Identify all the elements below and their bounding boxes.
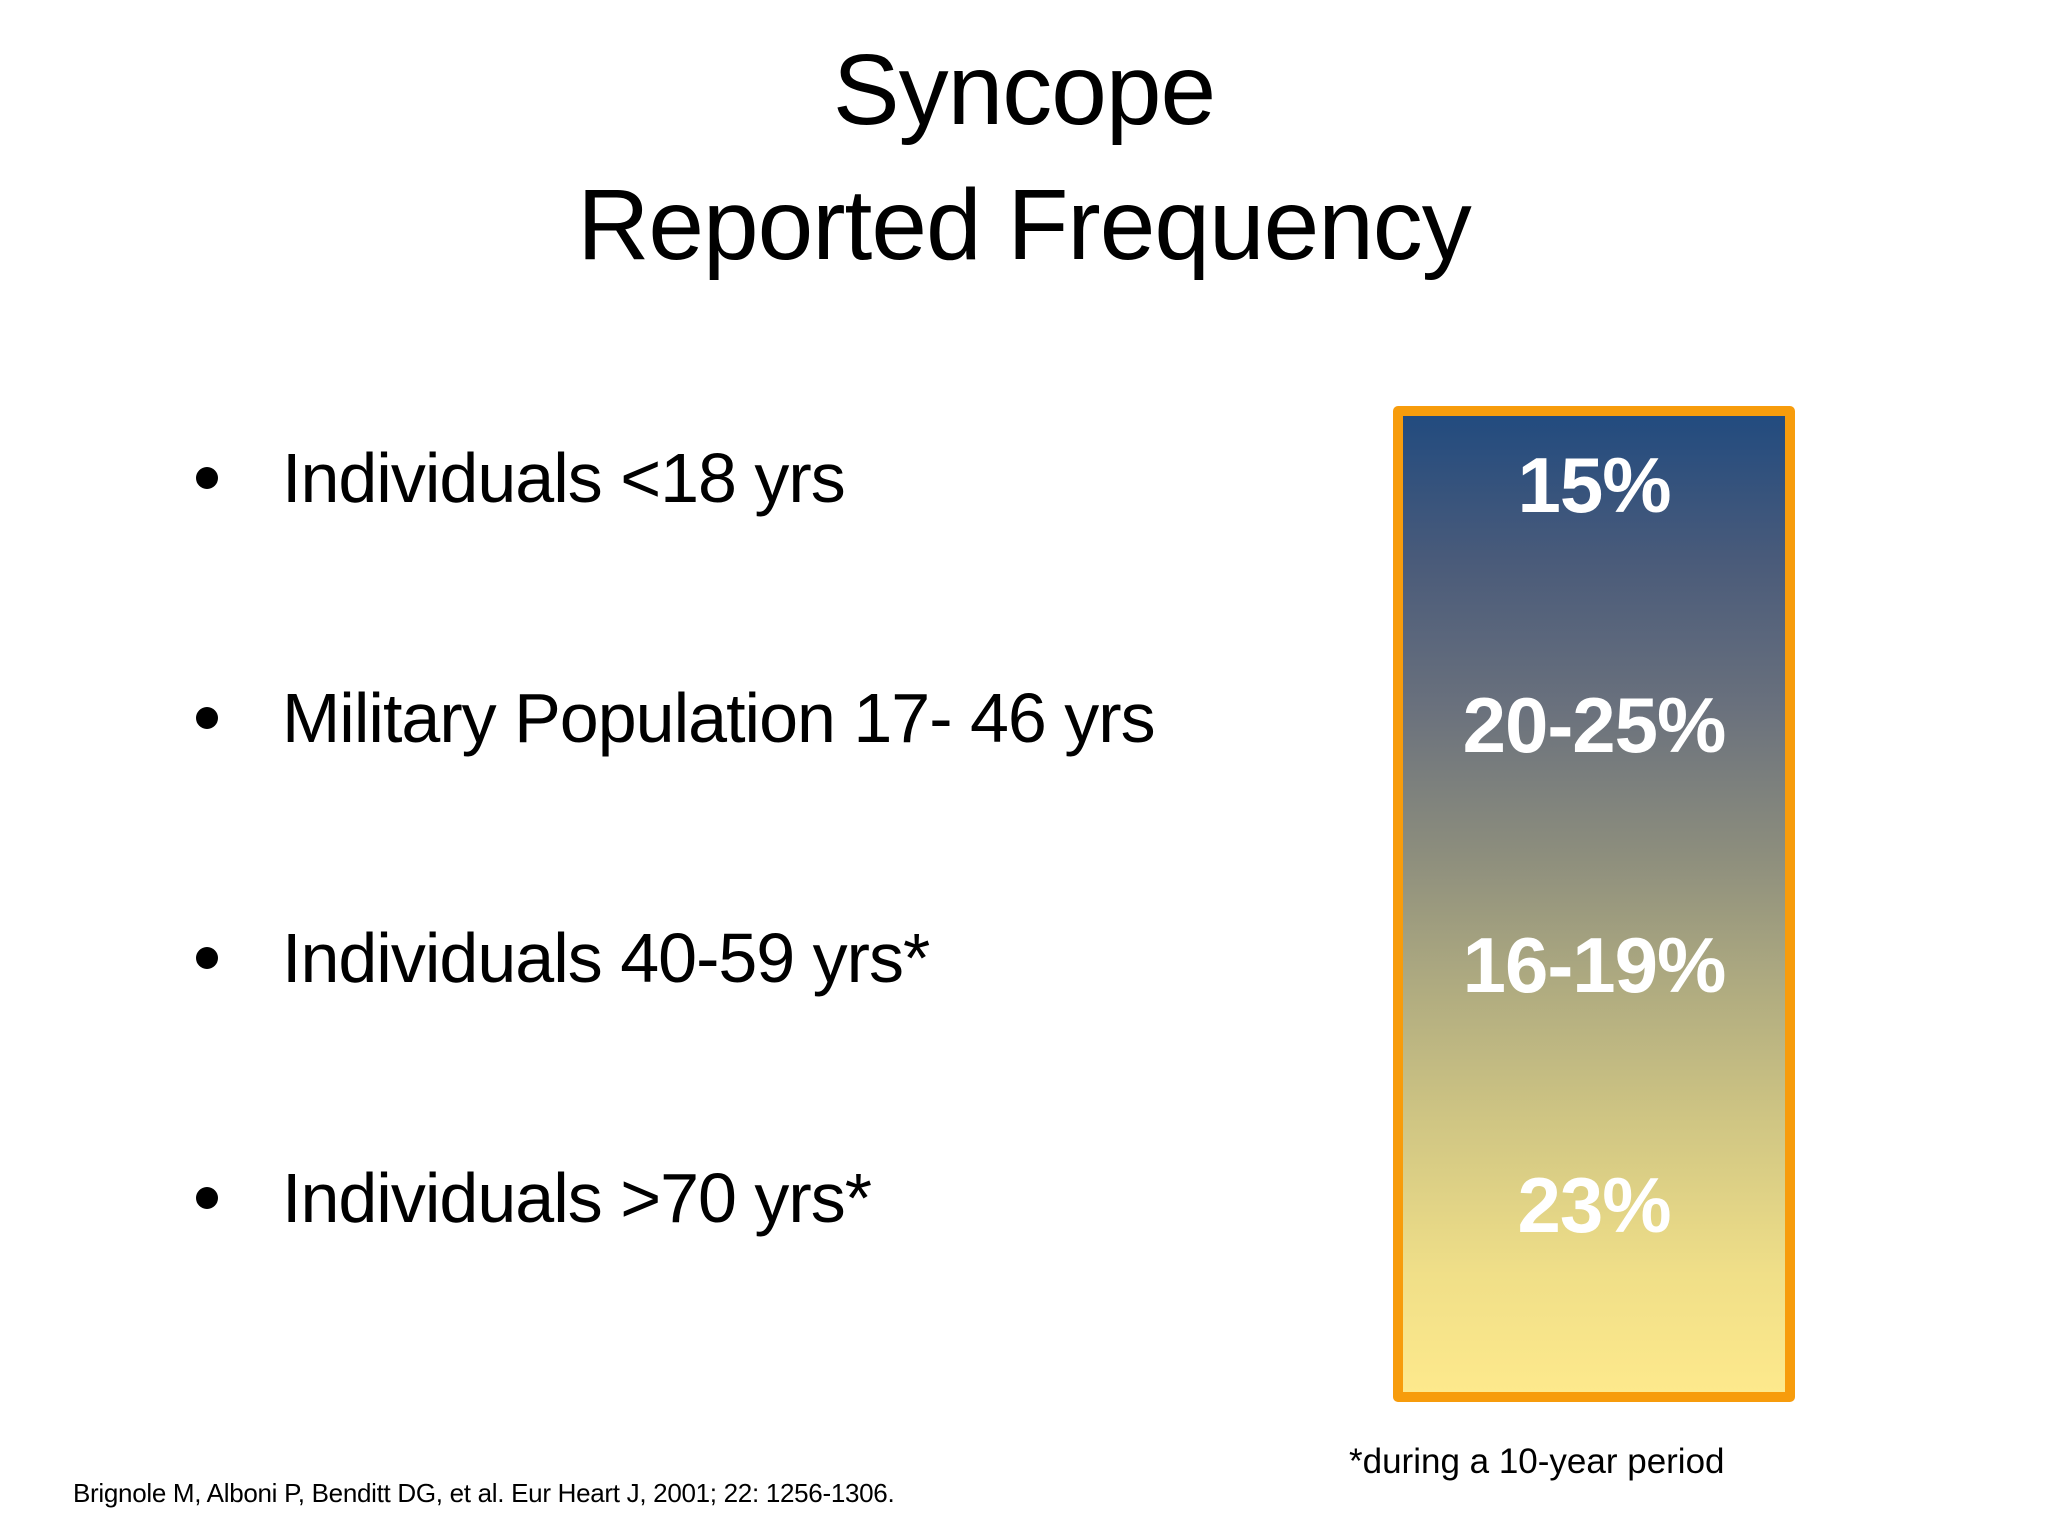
bullet-label: Individuals <18 yrs bbox=[282, 439, 846, 517]
bullet-dot-icon bbox=[196, 1187, 218, 1209]
slide-title-line1: Syncope bbox=[832, 34, 1216, 146]
bullet-label: Individuals 40-59 yrs* bbox=[282, 919, 930, 997]
frequency-value: 15% bbox=[1517, 441, 1671, 529]
frequency-value: 16-19% bbox=[1462, 921, 1727, 1009]
citation: Brignole M, Alboni P, Benditt DG, et al.… bbox=[73, 1478, 895, 1508]
bullet-item: Individuals 40-59 yrs* bbox=[190, 913, 930, 1003]
frequency-value: 20-25% bbox=[1462, 681, 1727, 769]
bullet-dot-icon bbox=[196, 707, 218, 729]
bullet-dot-icon bbox=[196, 947, 218, 969]
footnote: *during a 10-year period bbox=[1349, 1442, 1725, 1481]
slide-title-line2: Reported Frequency bbox=[577, 169, 1472, 281]
bullet-item: Individuals >70 yrs* bbox=[190, 1153, 872, 1243]
bullet-item: Military Population 17- 46 yrs bbox=[190, 673, 1156, 763]
bullet-dot-icon bbox=[196, 467, 218, 489]
frequency-gradient-box: 15% 20-25% 16-19% 23% bbox=[1393, 406, 1795, 1402]
frequency-value: 23% bbox=[1517, 1161, 1671, 1249]
bullet-label: Military Population 17- 46 yrs bbox=[282, 679, 1156, 757]
bullet-label: Individuals >70 yrs* bbox=[282, 1159, 872, 1237]
bullet-item: Individuals <18 yrs bbox=[190, 433, 846, 523]
